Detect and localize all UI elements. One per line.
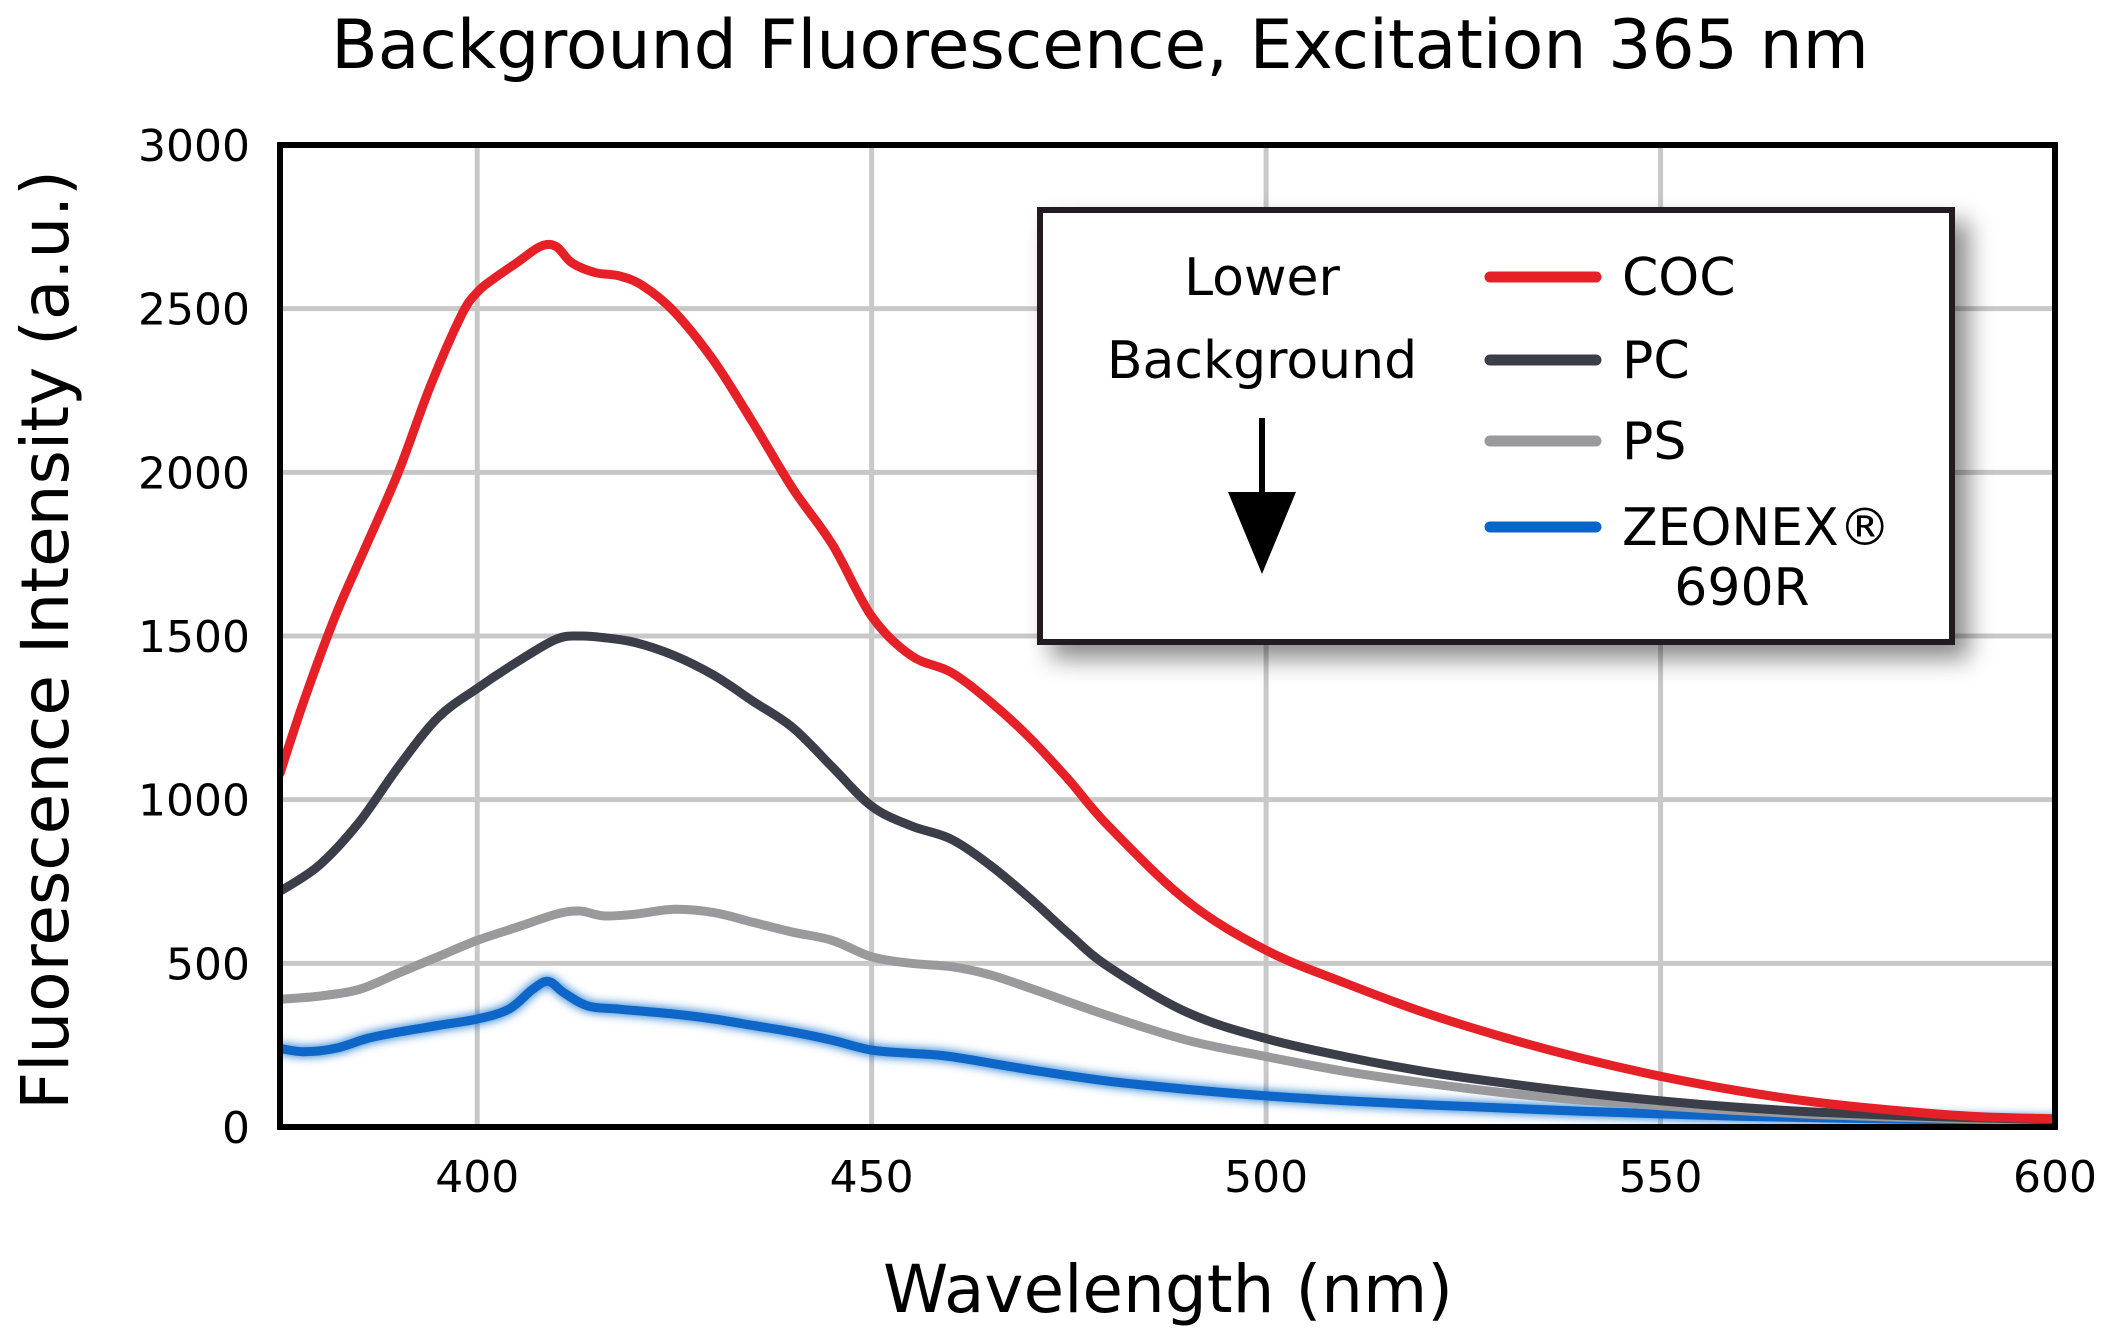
down-arrow-icon xyxy=(1228,418,1296,574)
x-tick-label: 550 xyxy=(1619,1152,1703,1203)
y-tick-label: 3000 xyxy=(138,121,250,172)
plot-frame xyxy=(277,142,2058,1130)
y-tick-label: 0 xyxy=(222,1103,250,1154)
series-line-pc xyxy=(280,631,2055,1125)
annotation-line2: Background xyxy=(1107,331,1417,391)
legend: Lower Background COC PC PS ZEONEX®690R xyxy=(1037,207,1955,645)
series-line-coc xyxy=(280,239,2055,1124)
legend-label-coc: COC xyxy=(1622,248,1736,308)
x-axis-label: Wavelength (nm) xyxy=(883,1251,1453,1328)
legend-label-ps: PS xyxy=(1622,412,1686,472)
annotation-line1: Lower xyxy=(1184,248,1340,308)
y-tick-label: 2000 xyxy=(138,448,250,499)
y-axis-label: Fluorescence Intensity (a.u.) xyxy=(7,170,84,1110)
chart-title: Background Fluorescence, Excitation 365 … xyxy=(331,6,1869,85)
series-line-zeonex-690r xyxy=(280,976,2055,1126)
x-tick-label: 450 xyxy=(830,1152,914,1203)
legend-label-pc: PC xyxy=(1622,331,1690,391)
y-tick-label: 500 xyxy=(166,939,250,990)
x-tick-labels: 400 450 500 550 600 xyxy=(435,1152,2097,1203)
y-tick-label: 1500 xyxy=(138,612,250,663)
x-tick-label: 500 xyxy=(1224,1152,1308,1203)
legend-label-line2: 690R xyxy=(1674,558,1809,618)
series-lines xyxy=(280,239,2055,1126)
y-tick-labels: 0 500 1000 1500 2000 2500 3000 xyxy=(138,121,250,1154)
y-tick-label: 1000 xyxy=(138,776,250,827)
x-tick-label: 400 xyxy=(435,1152,519,1203)
y-tick-label: 2500 xyxy=(138,285,250,336)
x-tick-label: 600 xyxy=(2013,1152,2097,1203)
legend-label-zeonex-690r: ZEONEX® xyxy=(1622,498,1891,558)
series-line-ps xyxy=(280,904,2055,1125)
